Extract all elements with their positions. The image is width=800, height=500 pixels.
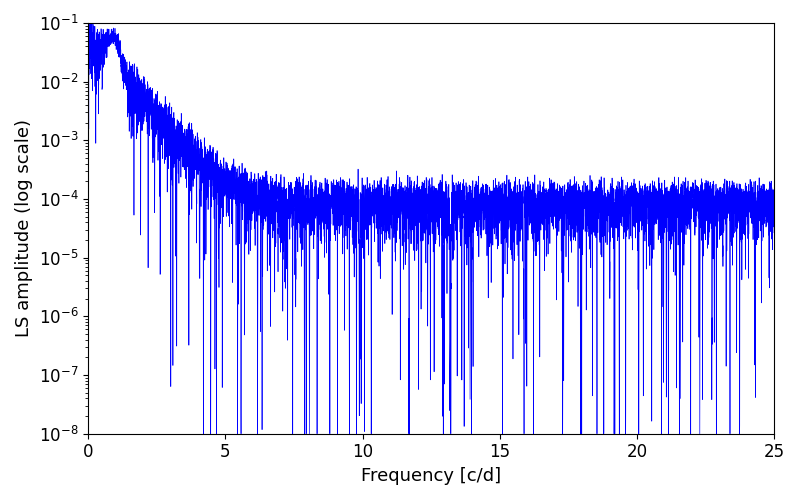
Y-axis label: LS amplitude (log scale): LS amplitude (log scale) xyxy=(15,120,33,338)
X-axis label: Frequency [c/d]: Frequency [c/d] xyxy=(361,467,502,485)
